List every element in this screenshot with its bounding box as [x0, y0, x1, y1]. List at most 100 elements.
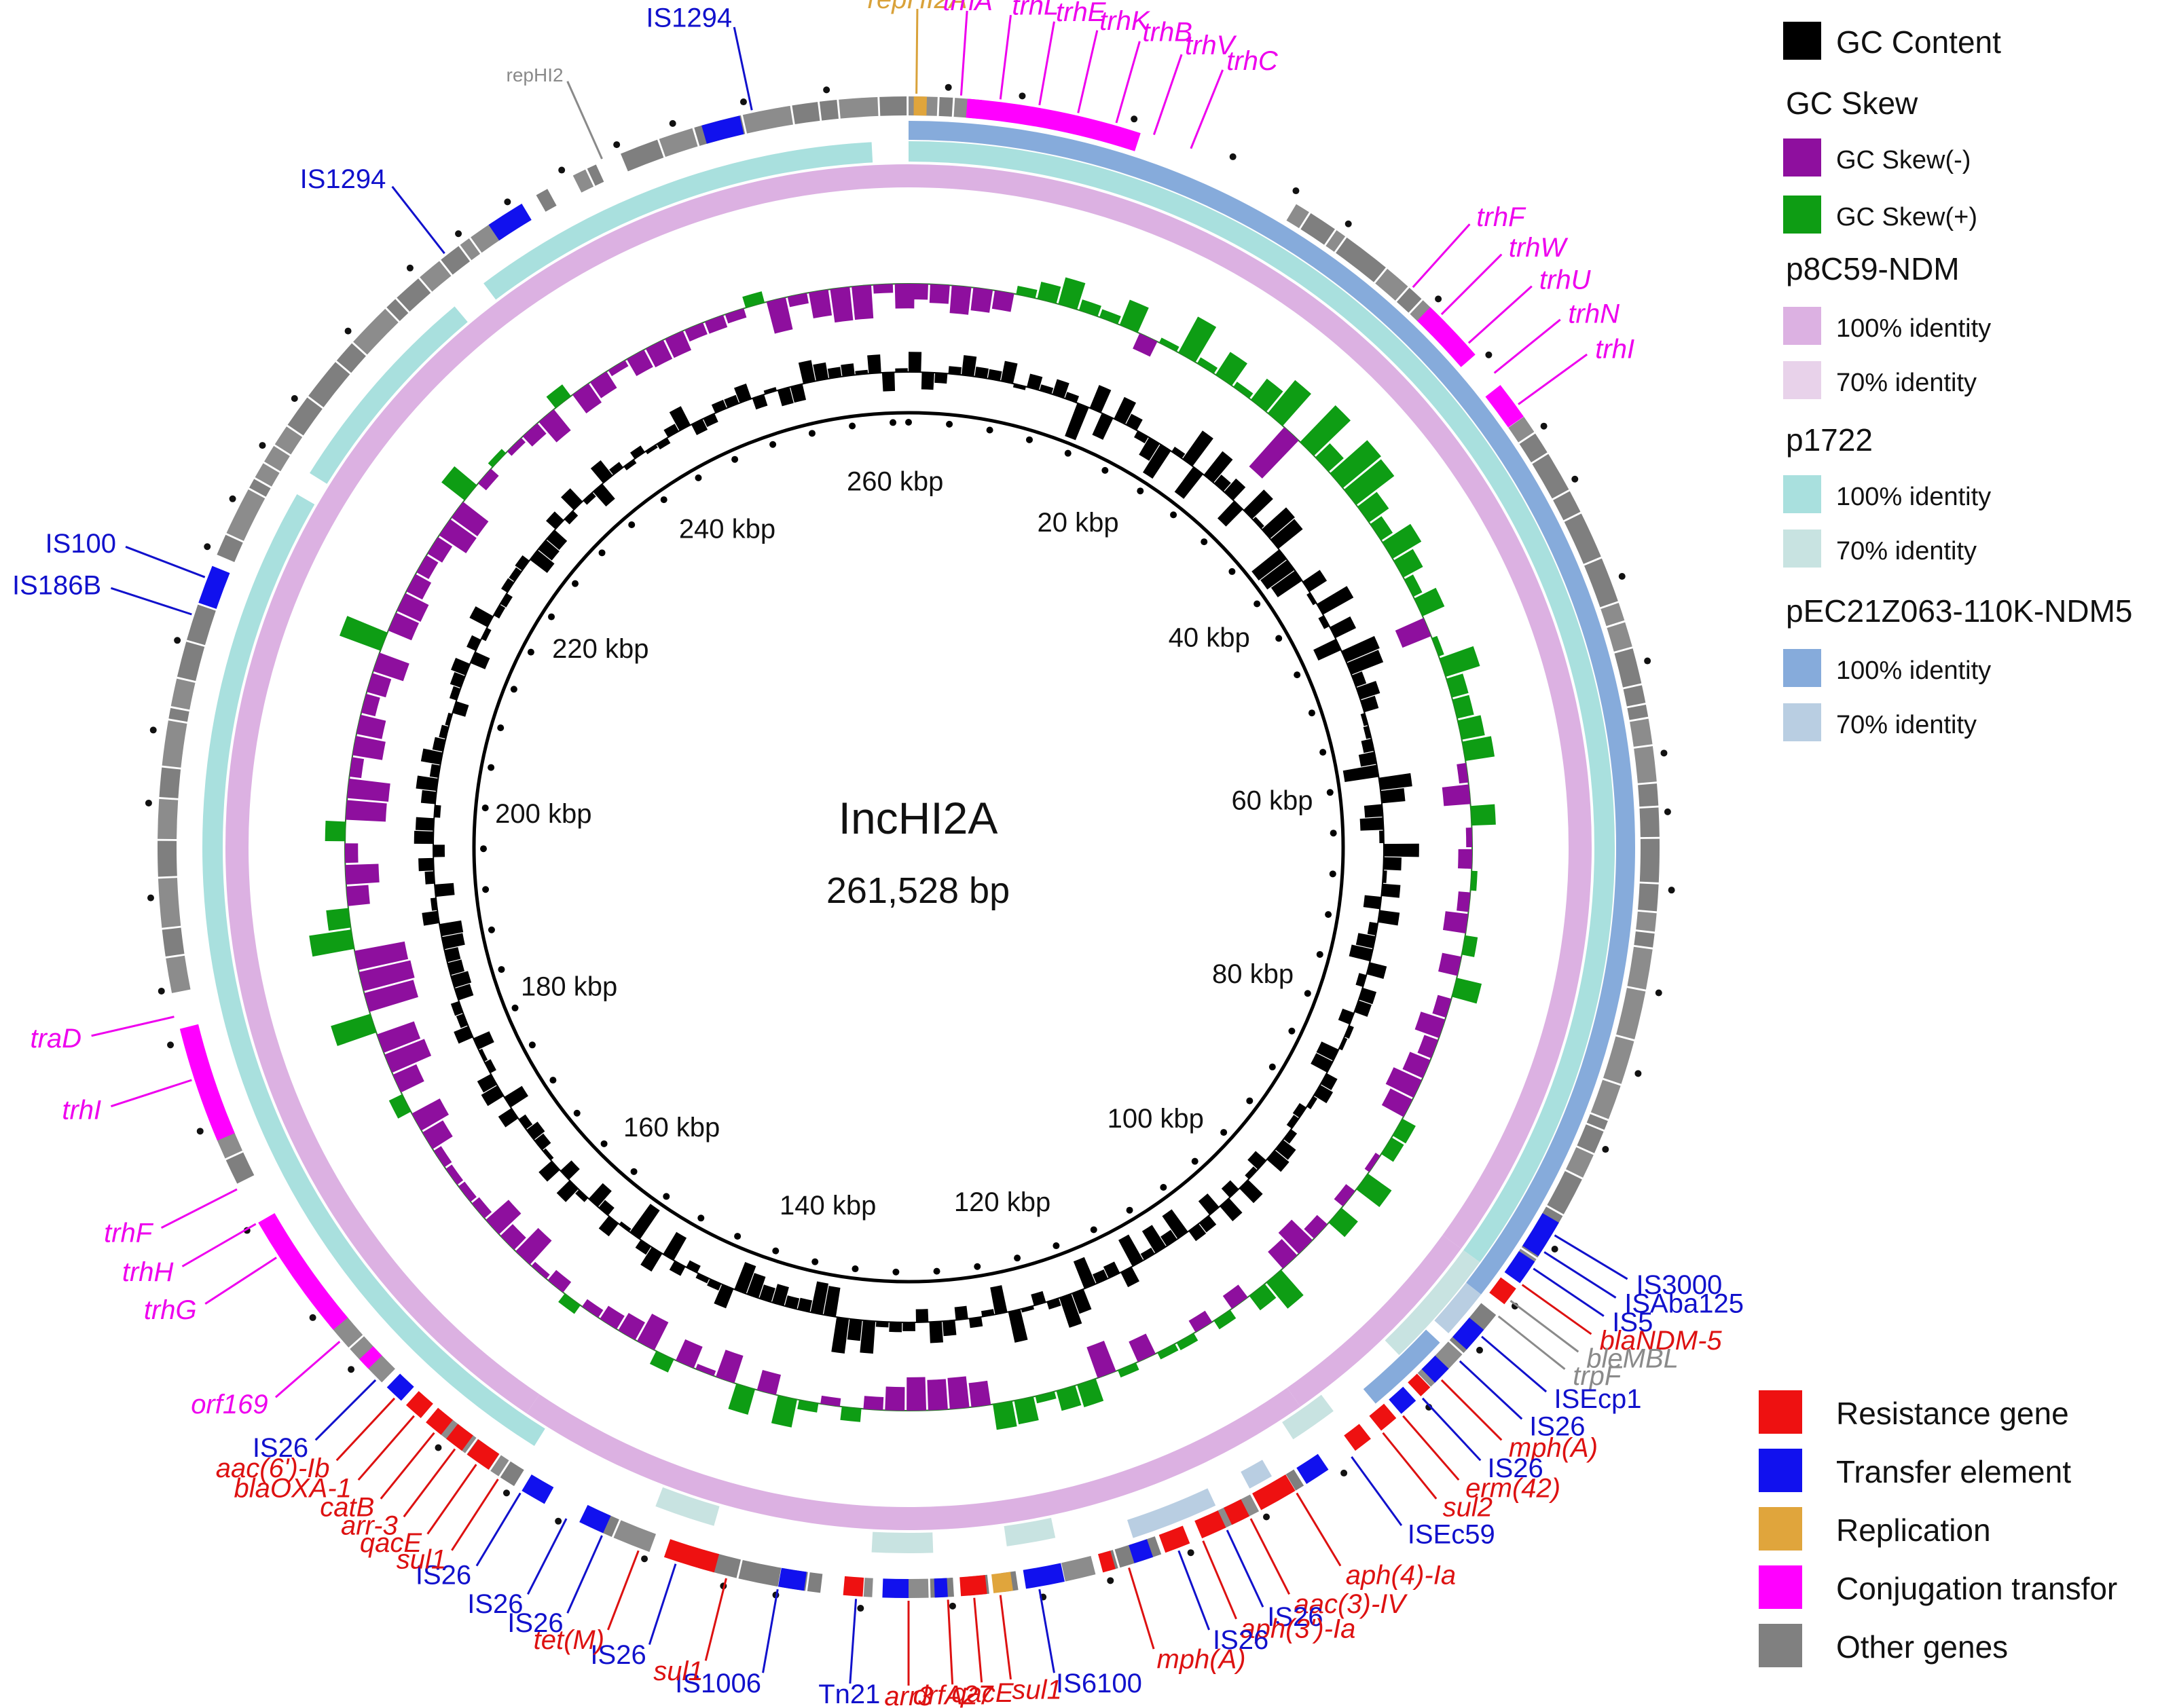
p1722-ring-segment [483, 142, 873, 300]
axis-tick [1228, 568, 1236, 575]
axis-tick [1308, 709, 1315, 717]
p1722-ring-segment [1282, 1394, 1334, 1440]
gc-content-bar [1317, 586, 1354, 615]
other-gene-block [226, 489, 266, 541]
gc-skew-positive-bar [1266, 1269, 1304, 1309]
legend-ref3-title: pEC21Z063-110K-NDM5 [1786, 593, 2133, 629]
other-gene-block [157, 840, 177, 877]
gene-label-leader [704, 1578, 727, 1661]
gene-label: arr-3 [341, 1510, 398, 1540]
gc-content-bar [526, 1121, 545, 1140]
gc-skew-positive-bar [1014, 1396, 1039, 1425]
legend-ref1-70-swatch [1783, 361, 1821, 399]
gc-content-bar [1174, 466, 1203, 499]
other-gene-block [1577, 1124, 1604, 1153]
gene-label: IS6100 [1056, 1669, 1142, 1698]
gc-content-bar [1262, 507, 1295, 539]
gc-content-bar [895, 368, 908, 373]
other-gene-block [879, 96, 907, 116]
gc-skew-positive-bar [771, 1395, 797, 1428]
gc-skew-positive-bar [1016, 285, 1038, 299]
orf-marker-dot [739, 98, 747, 106]
annotated-gene-block [934, 1578, 948, 1598]
axis-tick [1288, 1027, 1296, 1035]
gc-content-bar [430, 897, 438, 911]
other-gene-block [264, 445, 290, 472]
orf-marker-dot [1435, 295, 1442, 303]
legend-top: GC Content GC Skew GC Skew(-) GC Skew(+)… [1783, 22, 2133, 741]
legend-ref2-70-swatch [1783, 530, 1821, 568]
other-gene-block [1586, 1113, 1608, 1130]
gc-content-bar [1065, 403, 1089, 441]
other-gene-block [1600, 603, 1625, 627]
orf-marker-dot [558, 166, 566, 174]
gc-skew-negative-bar [439, 519, 477, 554]
orf-marker-dot [291, 394, 298, 402]
gene-label: aph(3')-Ia [1240, 1614, 1355, 1644]
legend-skew-pos-swatch [1783, 196, 1821, 234]
gc-skew-negative-bar [367, 673, 392, 698]
axis-tick-label: 160 kbp [623, 1113, 720, 1143]
gc-skew-positive-bar [993, 1400, 1017, 1430]
gc-content-bar [875, 1321, 889, 1328]
other-gene-block [1396, 287, 1422, 313]
annotated-gene-block [966, 98, 1141, 151]
legend-ref1-70-label: 70% identity [1836, 369, 1977, 397]
other-gene-block [249, 479, 271, 497]
other-gene-block [177, 642, 205, 682]
axis-tick [660, 496, 667, 504]
gc-skew-positive-bar [558, 1293, 581, 1314]
gc-content-bar [1251, 549, 1287, 581]
other-gene-block [1634, 931, 1655, 948]
gc-content-bar [500, 593, 513, 608]
orf-marker-dot [504, 198, 511, 206]
axis-tick [933, 1267, 940, 1275]
gene-label: qacE [360, 1528, 422, 1558]
gene-label-leader [1554, 1234, 1628, 1280]
gc-skew-negative-bar [384, 1039, 432, 1073]
gene-label: repHI2A [868, 0, 968, 14]
other-gene-block [166, 955, 191, 993]
axis-tick [811, 1258, 819, 1265]
axis-tick [695, 474, 702, 481]
gc-content-bar [1224, 478, 1246, 500]
gc-content-bar [695, 1273, 710, 1284]
orf-marker-dot [1618, 572, 1626, 580]
gene-label-leader [125, 546, 206, 578]
other-gene-block [1630, 718, 1653, 747]
legend-ref2-100-label: 100% identity [1836, 483, 1991, 511]
annotated-gene-block [913, 96, 928, 116]
gc-skew-negative-bar [1086, 1341, 1116, 1378]
gc-skew-negative-bar [572, 383, 602, 413]
gc-skew-negative-bar [949, 285, 972, 315]
gc-content-bar [714, 1284, 734, 1309]
gc-content-bar [518, 1114, 533, 1130]
axis-tick-label: 200 kbp [495, 799, 591, 829]
gc-skew-positive-bar [1315, 443, 1344, 472]
gc-skew-negative-bar [1442, 784, 1471, 806]
gc-skew-negative-bar [618, 1313, 645, 1340]
other-gene-block [792, 102, 820, 125]
gc-content-bar [1120, 1267, 1139, 1288]
gc-skew-negative-bar [507, 437, 526, 456]
other-gene-block [863, 1578, 873, 1597]
gc-content-bar [1381, 883, 1401, 898]
axis-tick [772, 1247, 780, 1255]
gc-content-bar [623, 459, 637, 470]
gc-skew-positive-bar [1457, 715, 1485, 740]
gc-content-bar [1378, 773, 1412, 790]
annotated-gene-block [522, 1474, 554, 1504]
gc-content-bar [1320, 1073, 1338, 1090]
orf-marker-dot [641, 1555, 648, 1563]
other-gene-block [420, 261, 452, 292]
orf-marker-dot [1540, 422, 1548, 430]
gc-content-bar [1275, 1139, 1296, 1160]
gene-label: IS3000 [1636, 1270, 1722, 1300]
gene-label: trhH [122, 1257, 174, 1287]
annotated-gene-block [1452, 1317, 1484, 1350]
gene-label-leader [1038, 1589, 1055, 1673]
gc-content-bar [686, 1260, 701, 1273]
gene-label-leader [1459, 1360, 1523, 1420]
gc-skew-negative-bar [346, 885, 370, 906]
gc-skew-positive-bar [1452, 978, 1482, 1004]
